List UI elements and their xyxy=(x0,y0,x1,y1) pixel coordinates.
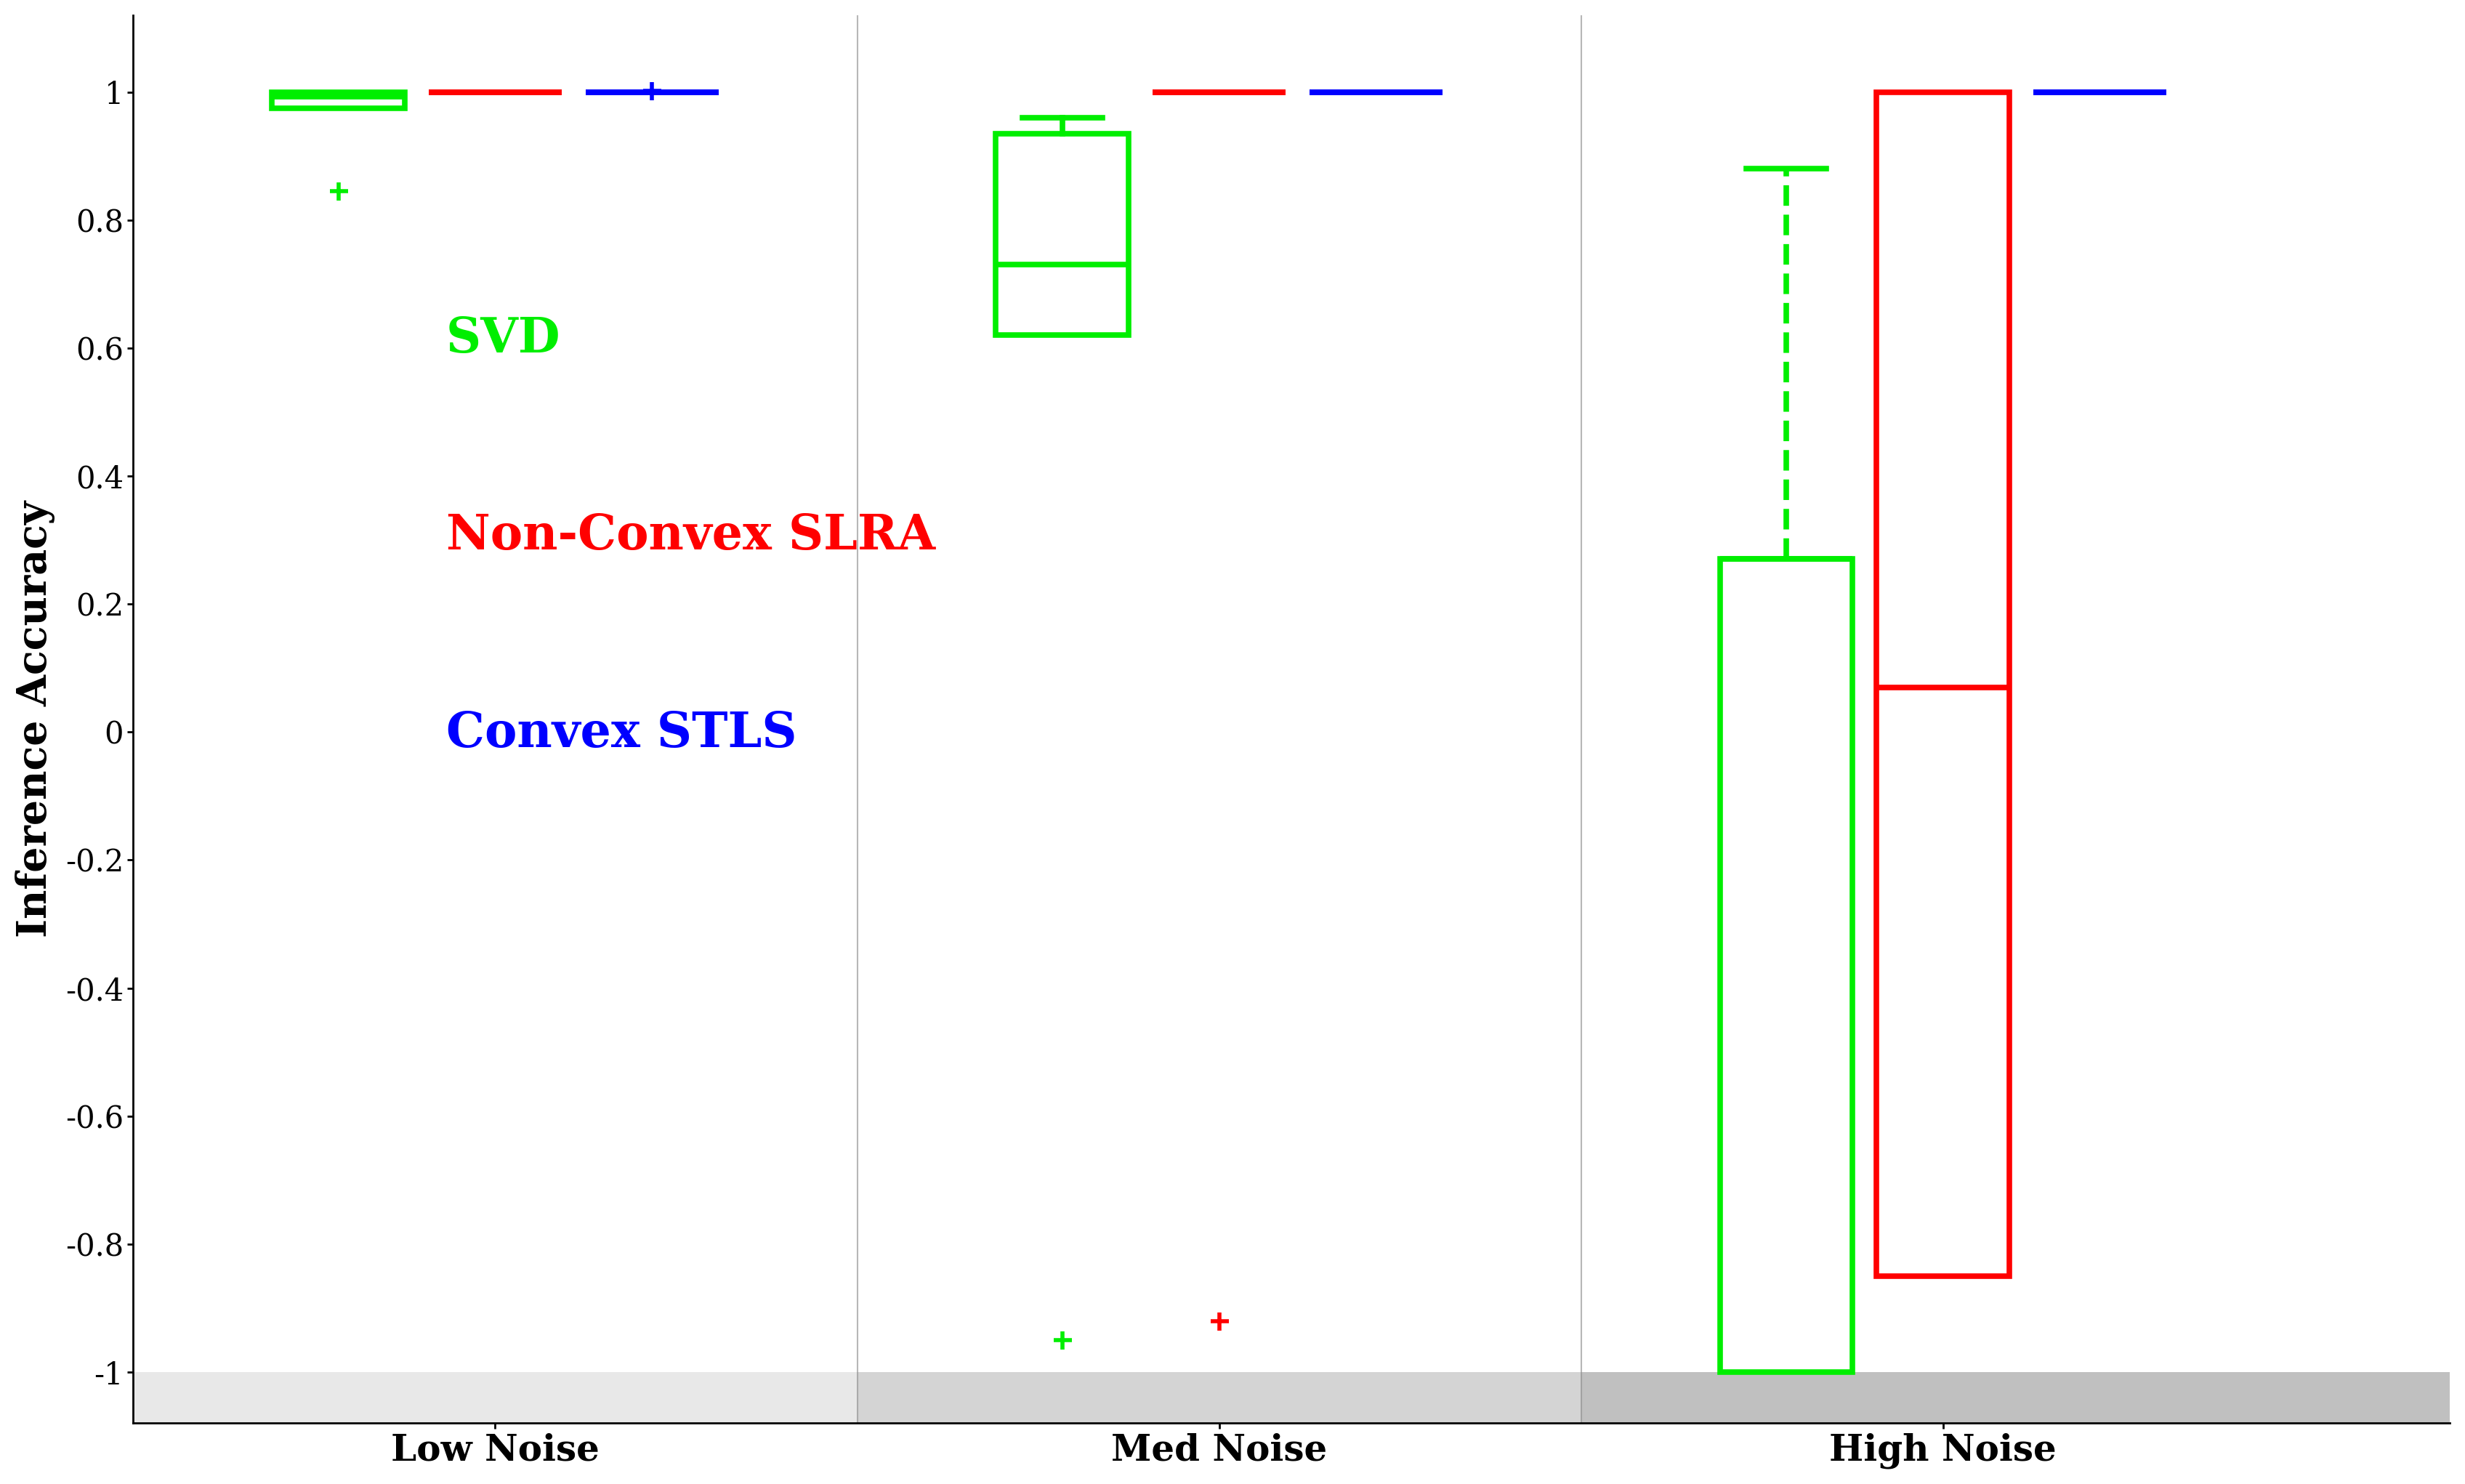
Bar xyxy=(1580,1373,2450,1423)
Y-axis label: Inference Accuracy: Inference Accuracy xyxy=(15,500,54,938)
Bar xyxy=(133,1373,858,1423)
Text: Convex STLS: Convex STLS xyxy=(446,709,796,757)
Bar xyxy=(271,92,404,108)
Bar xyxy=(996,134,1129,335)
Bar xyxy=(1721,559,1854,1373)
Text: Non-Convex SLRA: Non-Convex SLRA xyxy=(446,512,934,559)
Bar xyxy=(858,1373,1580,1423)
Text: SVD: SVD xyxy=(446,316,560,362)
Bar xyxy=(1876,92,2009,1276)
